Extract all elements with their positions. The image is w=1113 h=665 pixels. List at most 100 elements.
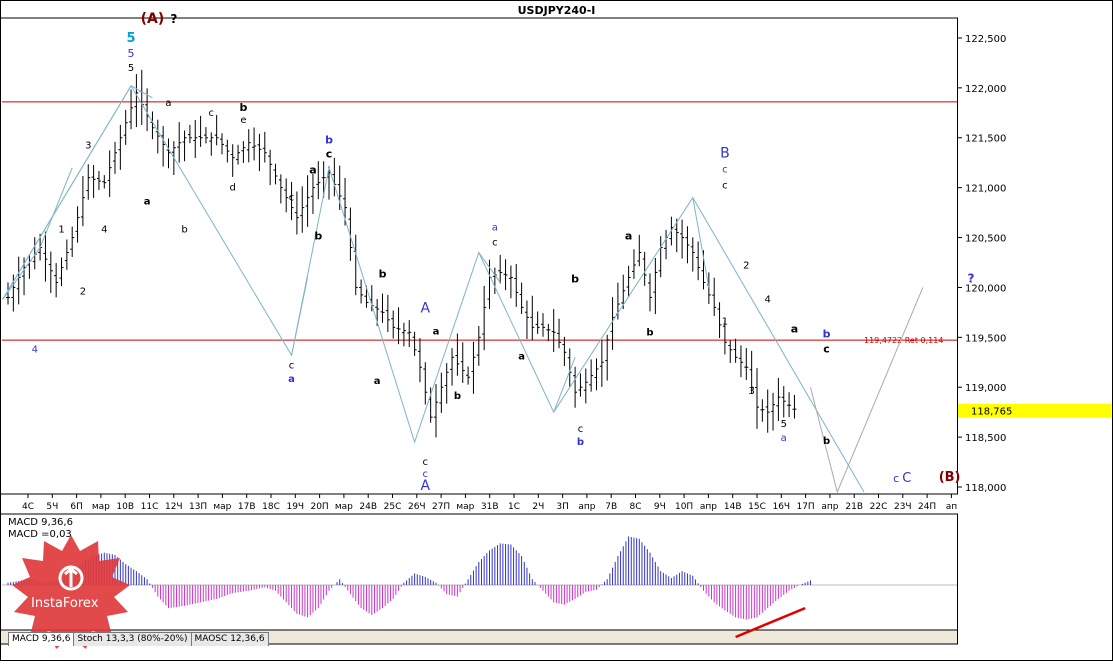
wave-label: c: [289, 360, 295, 371]
y-tick-label: 122,500: [965, 34, 1006, 45]
macd-trendline: [735, 606, 806, 639]
wave-label: c: [578, 424, 584, 435]
wave-label: (A): [141, 11, 165, 27]
wave-label: b: [181, 225, 187, 236]
x-tick-label: 2Ч: [532, 502, 544, 512]
y-tick-label: 121,000: [965, 184, 1006, 195]
wave-line: [2, 84, 865, 493]
x-tick-label: 9Ч: [654, 502, 666, 512]
wave-label: 3: [85, 141, 91, 152]
wave-label: 5: [127, 31, 136, 46]
x-tick-label: апр: [821, 502, 838, 512]
wave-label: a: [781, 433, 787, 444]
tab-stoch[interactable]: Stoch 13,3,3 (80%-20%): [73, 632, 192, 646]
wave-label: a: [791, 322, 798, 335]
x-tick-label: апр: [700, 502, 717, 512]
wave-label: b: [314, 230, 322, 243]
wave-label: c: [722, 181, 728, 192]
y-tick-label: 120,500: [965, 234, 1006, 245]
x-tick-label: 6П: [70, 502, 83, 512]
wave-label: b: [823, 436, 830, 447]
wave-line: [291, 277, 309, 356]
last-price-box: [958, 403, 1111, 418]
wave-label: a: [165, 98, 171, 109]
x-tick-label: 24П: [918, 502, 936, 512]
x-tick-label: 22С: [870, 502, 888, 512]
x-tick-label: 20П: [310, 502, 328, 512]
wave-label: 5: [128, 63, 134, 74]
x-tick-label: мар: [335, 502, 353, 512]
x-tick-label: мар: [456, 502, 474, 512]
wave-label: 4: [765, 294, 771, 305]
wave-label: b: [325, 134, 333, 147]
wave-label: a: [518, 351, 525, 362]
wave-label: b: [646, 327, 653, 338]
x-tick-label: 19Ч: [286, 502, 304, 512]
macd-title: MACD 9,36,6: [8, 517, 73, 528]
y-tick-label: 122,000: [965, 84, 1006, 95]
wave-label: a: [625, 230, 632, 243]
wave-label: c: [289, 193, 295, 204]
wave-label: a: [309, 164, 316, 177]
x-tick-label: 24В: [359, 502, 377, 512]
wave-label: a: [144, 197, 151, 208]
x-tick-label: 16Ч: [772, 502, 790, 512]
wave-label: 4: [101, 225, 107, 236]
instaforex-logo: [8, 533, 134, 651]
x-tick-label: 10В: [116, 502, 134, 512]
x-tick-label: 31В: [481, 502, 499, 512]
wave-label: d: [230, 183, 236, 194]
wave-label: A: [421, 300, 431, 316]
wave-label: A: [421, 478, 431, 494]
wave-label: (B): [939, 470, 961, 485]
x-tick-label: 23Ч: [894, 502, 912, 512]
tab-macd[interactable]: MACD 9,36,6: [8, 632, 75, 646]
wave-label: C: [902, 471, 911, 486]
x-tick-label: 8С: [629, 502, 641, 512]
y-tick-label: 119,500: [965, 333, 1006, 344]
wave-label: c: [326, 148, 333, 161]
chart-title: USDJPY240-I: [518, 4, 596, 17]
wave-label: ?: [968, 271, 975, 285]
wave-label: b: [379, 267, 387, 280]
indicator-tabs: MACD 9,36,6 Stoch 13,3,3 (80%-20%) MAOSC…: [8, 632, 269, 646]
wave-label: 5: [781, 419, 787, 430]
y-tick-label: 119,000: [965, 383, 1006, 394]
wave-label: 3: [748, 386, 754, 397]
wave-line: [478, 252, 501, 283]
wave-label: c: [492, 238, 498, 249]
forecast-line: [810, 287, 924, 494]
x-tick-label: 21В: [845, 502, 863, 512]
y-tick-label: 121,500: [965, 134, 1006, 145]
last-price-label: 118,765: [971, 407, 1012, 418]
y-tick-label: 118,000: [965, 483, 1006, 494]
x-tick-label: 4C: [22, 502, 34, 512]
x-tick-label: 15С: [748, 502, 766, 512]
wave-line: [553, 357, 576, 413]
wave-label: c: [209, 108, 215, 119]
wave-label: b: [239, 101, 247, 114]
wave-line: [692, 197, 710, 288]
macd-value: MACD =0,03: [8, 529, 72, 540]
x-tick-label: 14В: [724, 502, 742, 512]
wave-label: c: [423, 457, 429, 468]
wave-label: 1: [722, 316, 728, 327]
wave-label: B: [720, 146, 730, 162]
x-tick-label: 12Ч: [165, 502, 183, 512]
y-tick-label: 118,500: [965, 433, 1006, 444]
wave-label: b: [823, 327, 831, 340]
wave-label: a: [433, 326, 440, 337]
x-tick-label: ап: [946, 502, 958, 512]
wave-label: b: [571, 272, 579, 285]
x-tick-label: 26Ч: [408, 502, 426, 512]
wave-label: b: [577, 437, 584, 448]
hline-label: 119,4722 Ret 0,114: [864, 336, 943, 345]
x-tick-label: мар: [92, 502, 110, 512]
tab-maosc[interactable]: MAOSC 12,36,6: [190, 632, 269, 646]
x-tick-label: 3П: [556, 502, 569, 512]
wave-label: 4: [32, 344, 38, 355]
wave-label: a: [374, 376, 381, 387]
x-tick-label: 27П: [432, 502, 450, 512]
